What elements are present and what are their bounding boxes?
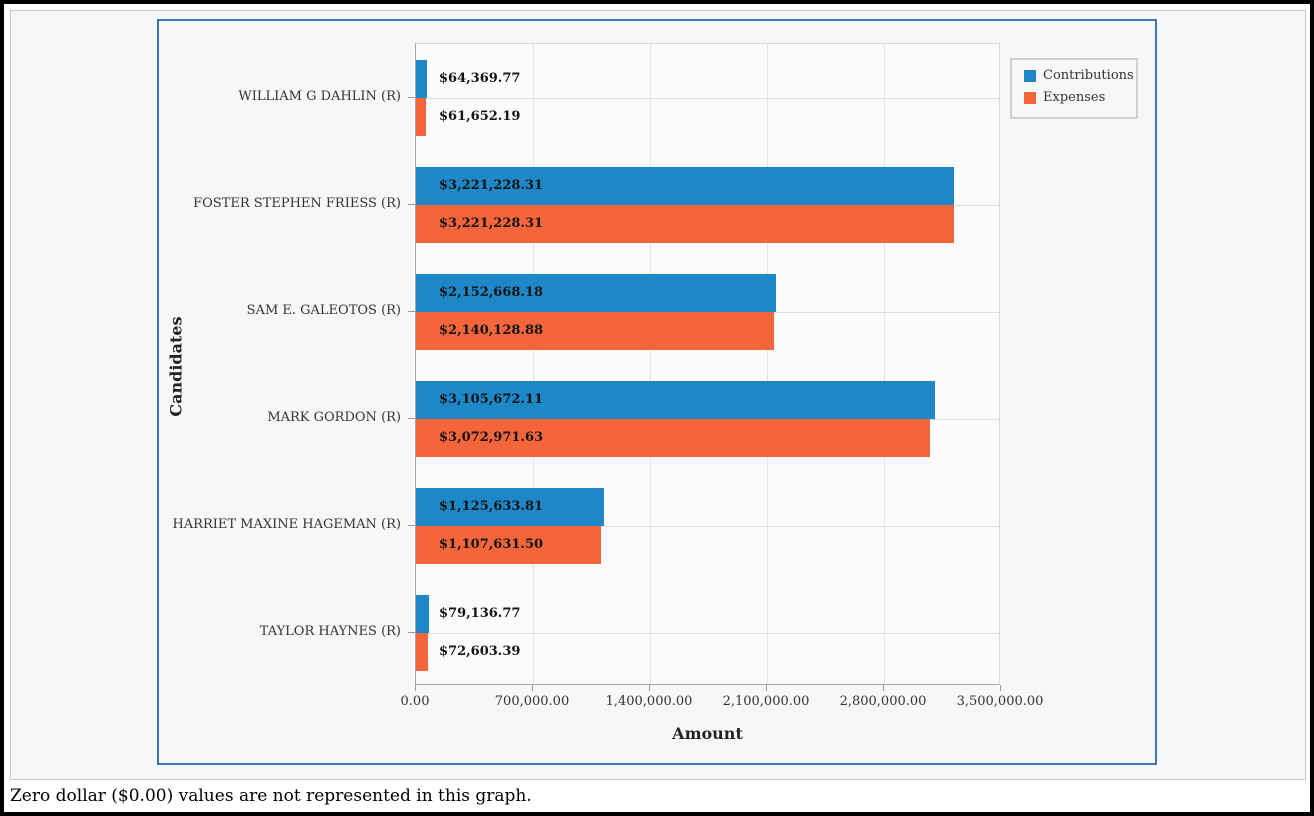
bar-value-label: $2,152,668.18 xyxy=(439,285,544,300)
x-tick-label: 2,800,000.00 xyxy=(839,694,927,709)
x-tick-label: 2,100,000.00 xyxy=(722,694,810,709)
x-tick-mark xyxy=(649,685,650,691)
bar-value-label: $72,603.39 xyxy=(439,644,521,659)
y-tick-mark xyxy=(408,632,415,633)
x-tick-mark xyxy=(883,685,884,691)
chart-container: Candidates $64,369.77 $61,652.19 $3,221,22… xyxy=(157,19,1157,765)
category-gridline xyxy=(416,526,999,527)
bar-value-label: $1,107,631.50 xyxy=(439,537,544,552)
category-label: SAM E. GALEOTOS (R) xyxy=(246,303,401,318)
legend-item-contributions[interactable]: Contributions xyxy=(1024,69,1136,83)
bar-expenses-1 xyxy=(416,205,954,243)
category-gridline xyxy=(416,98,999,99)
x-tick-mark xyxy=(766,685,767,691)
y-tick-mark xyxy=(408,97,415,98)
bar-value-label: $3,221,228.31 xyxy=(439,216,544,231)
bar-value-label: $1,125,633.81 xyxy=(439,499,544,514)
bar-contributions-2 xyxy=(416,274,776,312)
plot-area: $64,369.77 $61,652.19 $3,221,228.31 $3,221,… xyxy=(415,43,1000,685)
category-label: HARRIET MAXINE HAGEMAN (R) xyxy=(172,517,401,532)
x-tick-mark xyxy=(415,685,416,691)
zero-value-note: Zero dollar ($0.00) values are not repre… xyxy=(10,786,532,806)
category-label: TAYLOR HAYNES (R) xyxy=(259,624,401,639)
bar-value-label: $3,105,672.11 xyxy=(439,392,544,407)
vertical-gridline xyxy=(767,44,768,684)
legend-label: Contributions xyxy=(1043,68,1134,83)
bar-contributions-5 xyxy=(416,595,429,633)
vertical-gridline xyxy=(533,44,534,684)
category-label: MARK GORDON (R) xyxy=(267,410,401,425)
legend-item-expenses[interactable]: Expenses xyxy=(1024,91,1136,105)
bar-expenses-3 xyxy=(416,419,930,457)
legend-label: Expenses xyxy=(1043,90,1106,105)
chart-panel: Candidates $64,369.77 $61,652.19 $3,221,22… xyxy=(10,10,1306,780)
bar-contributions-4 xyxy=(416,488,604,526)
x-tick-mark xyxy=(532,685,533,691)
category-label: WILLIAM G DAHLIN (R) xyxy=(238,89,401,104)
bar-value-label: $2,140,128.88 xyxy=(439,323,544,338)
bar-value-label: $3,221,228.31 xyxy=(439,178,544,193)
y-axis-title: Candidates xyxy=(166,316,186,417)
x-tick-label: 0.00 xyxy=(400,694,430,709)
y-tick-mark xyxy=(408,418,415,419)
vertical-gridline xyxy=(884,44,885,684)
y-tick-mark xyxy=(408,525,415,526)
vertical-gridline xyxy=(650,44,651,684)
legend: Contributions Expenses xyxy=(1010,58,1138,119)
bar-contributions-0 xyxy=(416,60,427,98)
y-tick-mark xyxy=(408,311,415,312)
bar-value-label: $3,072,971.63 xyxy=(439,430,544,445)
bar-expenses-4 xyxy=(416,526,601,564)
legend-swatch-icon xyxy=(1024,92,1036,104)
bar-expenses-5 xyxy=(416,633,428,671)
category-gridline xyxy=(416,633,999,634)
legend-swatch-icon xyxy=(1024,70,1036,82)
bar-expenses-2 xyxy=(416,312,774,350)
x-tick-label: 1,400,000.00 xyxy=(605,694,693,709)
x-tick-label: 700,000.00 xyxy=(494,694,570,709)
x-tick-mark xyxy=(1000,685,1001,691)
bar-expenses-0 xyxy=(416,98,426,136)
y-tick-mark xyxy=(408,204,415,205)
category-label: FOSTER STEPHEN FRIESS (R) xyxy=(193,196,401,211)
bar-value-label: $61,652.19 xyxy=(439,109,521,124)
bar-value-label: $64,369.77 xyxy=(439,71,521,86)
bar-contributions-1 xyxy=(416,167,954,205)
bar-value-label: $79,136.77 xyxy=(439,606,521,621)
x-axis-title: Amount xyxy=(672,724,743,743)
x-tick-label: 3,500,000.00 xyxy=(956,694,1044,709)
bar-contributions-3 xyxy=(416,381,935,419)
